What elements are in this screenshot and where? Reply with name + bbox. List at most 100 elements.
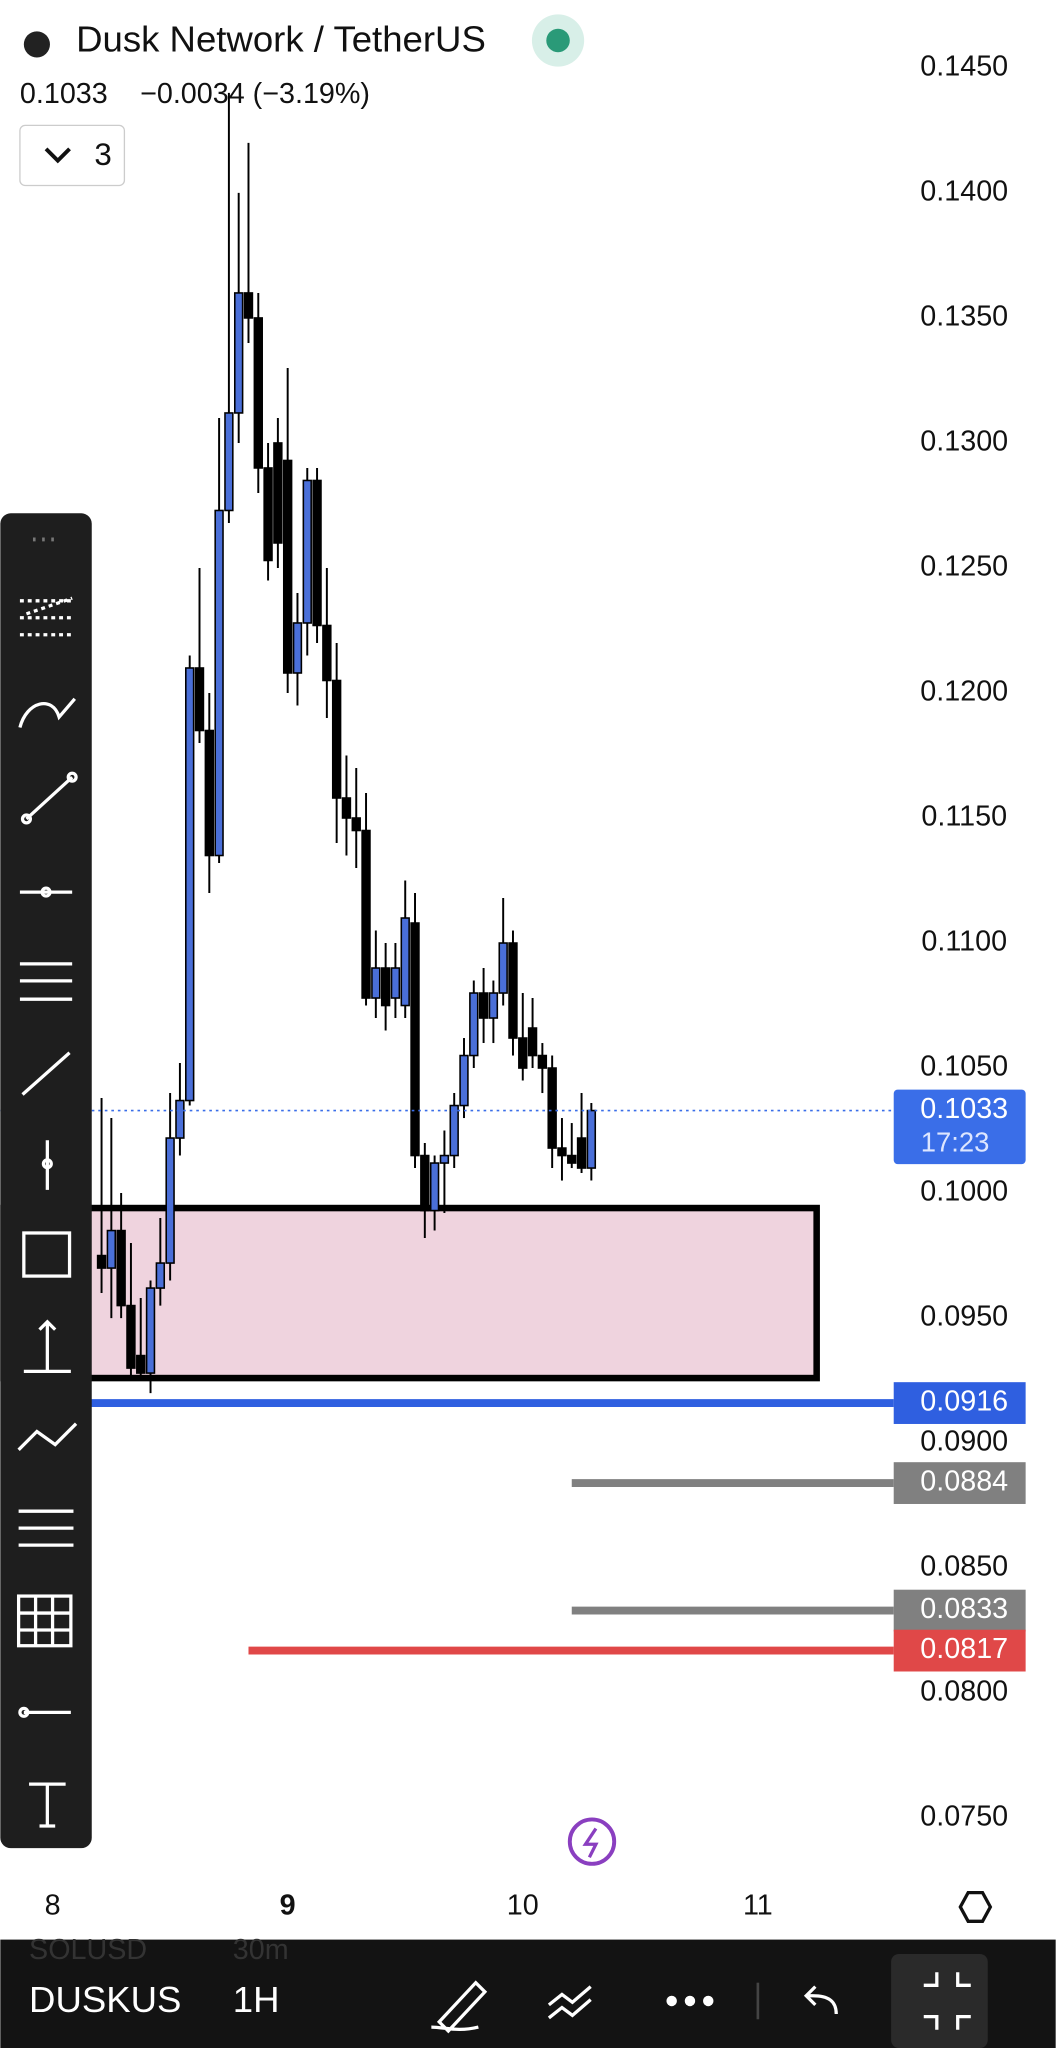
y-tick-label: 0.1450 — [920, 51, 1008, 83]
horizontal-ray-tool[interactable] — [19, 886, 73, 898]
candle-body — [410, 922, 420, 1157]
lines-tool[interactable] — [18, 1509, 74, 1547]
trendline-tool[interactable] — [20, 771, 78, 825]
candle-body — [224, 412, 234, 512]
y-tick-label: 0.1050 — [920, 1051, 1008, 1083]
grid-tool[interactable] — [16, 1594, 73, 1648]
candle-body — [185, 667, 195, 1102]
candle-body — [341, 797, 352, 819]
candle-body — [106, 1229, 117, 1269]
prev-symbol: SOLUSD — [29, 1934, 147, 1966]
fib-tool[interactable] — [19, 596, 73, 637]
y-tick-label: 0.1400 — [920, 176, 1008, 208]
x-tick-label: 10 — [507, 1890, 539, 1922]
pitchfork-tool[interactable] — [19, 962, 73, 1001]
candle-body — [429, 1162, 440, 1212]
symbol-button[interactable]: DUSKUS — [29, 1979, 181, 2020]
bar-countdown: 17:23 — [921, 1127, 990, 1158]
candle-body — [145, 1287, 156, 1374]
candle-body — [253, 317, 263, 469]
level-label: 0.0833 — [920, 1593, 1008, 1625]
candle-body — [136, 1354, 146, 1374]
candle-body — [243, 292, 254, 319]
measure-tool[interactable] — [23, 1319, 71, 1374]
y-tick-label: 0.0850 — [920, 1551, 1008, 1583]
last-price-badge — [893, 1089, 1026, 1165]
candle-body — [155, 1262, 166, 1289]
fullscreen-exit-bg[interactable] — [891, 1953, 988, 2048]
level-label: 0.0916 — [920, 1386, 1008, 1418]
settings-button[interactable] — [958, 1890, 993, 1923]
candle-body — [488, 992, 499, 1019]
interval-button[interactable]: 1H — [233, 1979, 280, 2020]
candle-body — [567, 1154, 577, 1164]
text-tool[interactable] — [29, 1782, 66, 1828]
candle-body — [322, 624, 332, 682]
candle-body — [292, 622, 303, 674]
y-tick-label: 0.1100 — [921, 926, 1007, 958]
y-tick-label: 0.1200 — [920, 676, 1008, 708]
x-tick-label: 9 — [280, 1890, 296, 1922]
level-badge — [893, 1589, 1026, 1632]
more-button[interactable] — [666, 1995, 714, 2007]
alert-button[interactable] — [567, 1817, 617, 1866]
candle-body — [469, 992, 479, 1057]
candle-body — [400, 917, 410, 1007]
level-badge — [893, 1462, 1026, 1504]
candle-body — [361, 829, 371, 999]
vertical-line-tool[interactable] — [41, 1140, 53, 1190]
level-badge — [893, 1382, 1026, 1424]
rectangle-tool[interactable] — [22, 1231, 72, 1278]
candle-body — [518, 1037, 528, 1069]
x-tick-label: 8 — [45, 1890, 61, 1922]
candle-body — [537, 1054, 548, 1069]
candle-body — [233, 292, 244, 414]
y-tick-label: 0.1300 — [920, 426, 1008, 458]
candle-body — [478, 992, 489, 1019]
candle-body — [263, 467, 273, 562]
indicators-button[interactable] — [547, 1985, 592, 2020]
symbol-logo — [23, 31, 50, 58]
candle-body — [312, 479, 322, 627]
level-badge — [893, 1629, 1026, 1672]
candle-body — [165, 1137, 175, 1264]
candle-body — [508, 942, 518, 1039]
candle-body — [175, 1099, 185, 1139]
candle-body — [116, 1229, 126, 1307]
prev-interval: 30m — [233, 1934, 289, 1966]
y-tick-label: 0.0900 — [920, 1426, 1008, 1458]
draw-button[interactable] — [431, 1980, 488, 2034]
last-price-label: 0.1033 — [920, 1093, 1008, 1125]
ray-tool[interactable] — [18, 1706, 71, 1718]
symbol-title: Dusk Network / TetherUS — [76, 18, 486, 59]
y-tick-label: 0.1250 — [920, 551, 1008, 583]
bottom-bar — [0, 1939, 1056, 2048]
candle-body — [331, 679, 342, 799]
candle-body — [194, 667, 205, 732]
candle-body — [459, 1054, 469, 1107]
candle-body — [126, 1304, 136, 1369]
drawing-toolbar — [0, 513, 92, 1849]
alert-icon — [582, 1827, 599, 1859]
price-change: −0.0034 (−3.19%) — [140, 78, 370, 110]
candle-body — [527, 1027, 538, 1057]
y-tick-label: 0.1350 — [920, 301, 1008, 333]
y-tick-label: 0.0800 — [920, 1676, 1008, 1708]
candle-body — [449, 1104, 459, 1157]
brush-tool[interactable] — [18, 697, 77, 728]
y-tick-label: 0.1000 — [920, 1176, 1008, 1208]
path-tool[interactable] — [17, 1422, 78, 1451]
candle-body — [557, 1147, 567, 1157]
candle-body — [204, 729, 215, 857]
line-tool[interactable] — [21, 1051, 71, 1096]
candle-body — [302, 479, 312, 624]
candle-body — [390, 967, 401, 999]
candle-body — [273, 442, 283, 544]
y-tick-label: 0.1150 — [921, 801, 1007, 833]
undo-button[interactable] — [803, 1985, 838, 2015]
candle-body — [439, 1154, 450, 1164]
indicators-toggle[interactable] — [19, 124, 126, 187]
